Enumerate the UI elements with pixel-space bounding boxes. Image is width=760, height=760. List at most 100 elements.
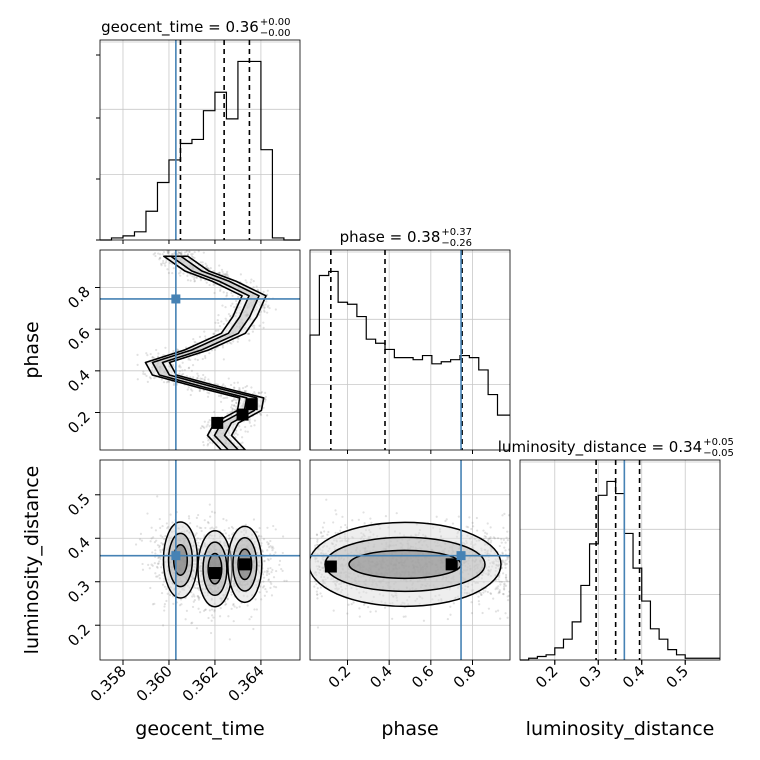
- scatter-point: [164, 534, 167, 538]
- scatter-point: [187, 358, 190, 361]
- scatter-point: [505, 578, 508, 581]
- scatter-point: [197, 513, 200, 517]
- scatter-point: [154, 572, 157, 575]
- scatter-point: [506, 616, 509, 619]
- scatter-point: [203, 378, 206, 381]
- scatter-point: [218, 452, 220, 454]
- scatter-point: [226, 597, 229, 600]
- scatter-point: [480, 593, 483, 596]
- scatter-point: [231, 409, 234, 413]
- scatter-point: [180, 253, 183, 256]
- title-superscript: +0.05: [703, 437, 734, 448]
- scatter-point: [265, 590, 268, 593]
- scatter-point: [212, 269, 215, 273]
- scatter-point: [159, 548, 162, 552]
- scatter-point: [150, 537, 153, 540]
- scatter-point: [134, 543, 138, 546]
- scatter-point: [233, 408, 237, 411]
- scatter-point: [195, 627, 199, 630]
- scatter-point: [484, 535, 488, 538]
- scatter-point: [232, 602, 235, 606]
- scatter-point: [209, 527, 212, 530]
- x-axis-label: phase: [381, 718, 438, 740]
- y-tick-label: 0.8: [64, 283, 94, 313]
- scatter-point: [357, 518, 360, 521]
- scatter-point: [141, 568, 145, 571]
- scatter-point: [195, 516, 198, 519]
- scatter-point: [159, 556, 162, 559]
- scatter-point: [161, 583, 165, 586]
- scatter-point: [199, 377, 202, 380]
- scatter-point: [267, 578, 271, 581]
- scatter-point: [262, 538, 266, 541]
- scatter-point: [449, 605, 452, 608]
- scatter-point: [502, 593, 505, 596]
- scatter-point: [157, 352, 160, 355]
- x-tick-label: 0.364: [225, 662, 268, 705]
- scatter-point: [171, 271, 174, 275]
- scatter-point: [265, 569, 269, 573]
- scatter-point: [201, 357, 204, 361]
- scatter-point: [488, 537, 492, 540]
- scatter-point: [232, 340, 235, 343]
- scatter-point: [163, 605, 166, 608]
- scatter-point: [183, 251, 187, 254]
- scatter-point: [266, 414, 269, 417]
- scatter-point: [266, 311, 269, 314]
- scatter-point: [489, 541, 492, 544]
- density-peak: [208, 567, 221, 580]
- scatter-point: [158, 544, 161, 547]
- scatter-point: [268, 306, 271, 310]
- scatter-point: [210, 349, 214, 352]
- scatter-point: [166, 527, 169, 530]
- scatter-point: [218, 324, 222, 328]
- scatter-point: [156, 566, 159, 569]
- title-subscript: −0.05: [703, 448, 734, 459]
- scatter-point: [435, 515, 438, 518]
- scatter-point: [194, 358, 197, 361]
- scatter-point: [157, 252, 160, 255]
- scatter-point: [201, 261, 204, 264]
- scatter-point: [274, 551, 277, 554]
- scatter-point: [178, 251, 181, 254]
- scatter-point: [166, 248, 168, 250]
- scatter-point: [244, 523, 247, 526]
- scatter-point: [269, 557, 272, 560]
- scatter-point: [165, 599, 168, 603]
- scatter-point: [446, 617, 449, 621]
- scatter-point: [250, 425, 253, 428]
- scatter-point: [266, 305, 269, 309]
- scatter-point: [230, 291, 233, 295]
- scatter-point: [222, 272, 225, 275]
- scatter-point: [233, 605, 236, 608]
- scatter-point: [193, 340, 196, 343]
- histogram-geocent_time: [100, 60, 300, 241]
- scatter-point: [202, 251, 205, 254]
- scatter-point: [227, 313, 231, 316]
- scatter-point: [262, 406, 265, 409]
- scatter-point: [230, 455, 232, 457]
- scatter-point: [212, 283, 215, 287]
- scatter-point: [323, 521, 326, 524]
- scatter-point: [167, 251, 170, 255]
- scatter-point: [209, 631, 213, 635]
- panel-title: luminosity_distance = 0.34: [498, 438, 702, 457]
- scatter-point: [166, 380, 170, 383]
- scatter-point: [500, 538, 503, 541]
- scatter-point: [149, 586, 152, 590]
- y-axis-label: luminosity_distance: [21, 466, 43, 655]
- y-tick-label: 0.4: [64, 533, 94, 563]
- scatter-point: [263, 400, 266, 403]
- scatter-point: [163, 603, 166, 606]
- scatter-point: [200, 529, 203, 533]
- scatter-point: [154, 254, 157, 258]
- scatter-point: [198, 335, 202, 339]
- scatter-point: [192, 600, 195, 603]
- scatter-point: [198, 545, 201, 548]
- scatter-point: [236, 381, 239, 384]
- scatter-point: [504, 541, 507, 544]
- scatter-point: [270, 582, 273, 585]
- scatter-point: [252, 627, 255, 631]
- scatter-point: [230, 406, 233, 409]
- scatter-point: [160, 264, 163, 267]
